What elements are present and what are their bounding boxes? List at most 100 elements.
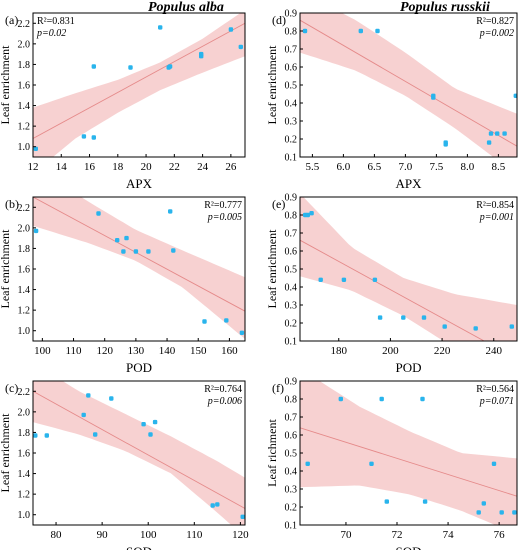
data-point [93,432,98,437]
data-point [215,502,220,507]
y-tick-label: 0.2 [285,135,298,146]
y-tick-label: 2.0 [18,223,31,234]
data-point [486,140,492,145]
data-point [513,93,517,98]
panel-b: 100 110 120 130 140 150 160 1.0 1.2 1.4 1.6 1.8 2.0 2… [0,196,246,375]
data-point [401,315,406,320]
y-tick-label: 1.6 [18,449,31,460]
regression-line [300,427,517,497]
panel-label: (d) [272,13,286,27]
data-point [488,131,494,136]
y-tick-label: 0.1 [285,337,298,348]
x-tick-label: 110 [186,529,203,541]
data-point [302,28,308,34]
y-tick-label: 1.2 [18,490,31,501]
panel-label: (e) [272,197,285,211]
y-tick-label: 2.0 [18,39,31,50]
confidence-band [300,197,517,341]
x-tick-label: 120 [232,529,249,541]
data-point [91,64,96,69]
data-point [431,95,436,100]
y-tick-label: 1.6 [18,265,31,276]
x-tick-label: 130 [128,345,145,357]
y-tick-label: 1.8 [18,244,31,255]
data-point [473,326,478,331]
x-axis-label: POD [126,360,152,375]
data-point [91,135,96,140]
y-axis-label: Leaf enrichment [265,229,279,309]
data-point [133,249,139,254]
data-point [81,134,87,139]
y-tick-label: 0.9 [285,9,298,20]
x-tick-label: 180 [331,345,348,357]
data-point [228,27,234,32]
data-point [481,501,486,506]
x-axis-label: APX [395,176,422,191]
y-tick-label: 1.4 [18,101,31,112]
data-point [152,419,158,425]
y-tick-label: 0.4 [285,467,298,478]
x-tick-label: 100 [34,345,51,357]
data-point [171,248,176,253]
panel-a-plot-area [33,13,245,157]
panel-e: 180 200 220 240 0.1 0.2 0.3 0.4 0.5 0.6 0.7 0.8 0.9 P… [265,193,518,375]
data-point [442,324,447,329]
x-tick-label: 110 [65,345,82,357]
data-point [422,499,428,504]
x-tick-label: 140 [159,345,176,357]
data-point [81,412,86,418]
x-tick-label: 18 [112,161,124,173]
column-title-populus-alba: Populus alba [148,0,224,15]
x-tick-label: 100 [140,529,157,541]
data-point [358,28,363,34]
data-point [109,396,114,401]
data-point [476,510,481,515]
y-axis-label: Leaf richment [265,419,279,487]
data-point [238,44,243,50]
x-axis-label: POD [395,360,421,375]
x-tick-label: 200 [382,345,399,357]
x-tick-label: 72 [392,529,403,541]
data-point [86,393,91,398]
x-tick-label: 5.5 [306,161,320,173]
y-tick-label: 0.4 [285,99,298,110]
confidence-band [300,13,517,157]
p-value-label: p=0.005 [207,212,242,223]
panel-f: 70 72 74 76 0.1 0.2 0.3 0.4 0.5 0.6 0.7 0.8 0.9 SOD Le… [265,377,518,550]
x-tick-label: 120 [96,345,113,357]
confidence-band [33,197,245,339]
x-tick-label: 220 [434,345,451,357]
data-point [499,510,504,515]
x-tick-label: 14 [56,161,68,173]
y-tick-label: 1.8 [18,60,31,71]
y-tick-label: 0.6 [285,63,298,74]
data-point [305,212,310,218]
y-axis-label: Leaf enrichment [0,413,12,493]
data-point [44,433,49,438]
regression-line [33,390,245,509]
panel-c: 80 90 100 110 120 1.0 1.2 1.4 1.6 1.8 2.0 2.2 SOD Lea… [0,380,249,550]
data-point [369,461,374,466]
data-point [379,396,384,402]
y-tick-label: 1.0 [18,510,31,521]
confidence-band [33,381,245,525]
panel-c-plot-area [33,381,245,525]
data-point [305,461,310,466]
y-tick-label: 0.8 [285,395,298,406]
y-tick-label: 1.4 [18,285,31,296]
panel-b-plot-area [33,197,245,339]
panel-label: (a) [5,13,18,27]
p-value-label: p=0.071 [479,396,514,407]
y-tick-label: 0.2 [285,319,298,330]
y-tick-label: 1.8 [18,428,31,439]
y-tick-label: 0.1 [285,521,298,532]
x-tick-label: 7.0 [399,161,413,173]
y-tick-label: 0.9 [285,377,298,388]
y-tick-label: 0.4 [285,283,298,294]
data-point [341,277,347,282]
y-tick-label: 0.8 [285,211,298,222]
y-tick-label: 0.5 [285,449,298,460]
x-tick-label: 8.0 [461,161,475,173]
x-tick-label: 70 [340,529,352,541]
data-point [158,25,163,30]
